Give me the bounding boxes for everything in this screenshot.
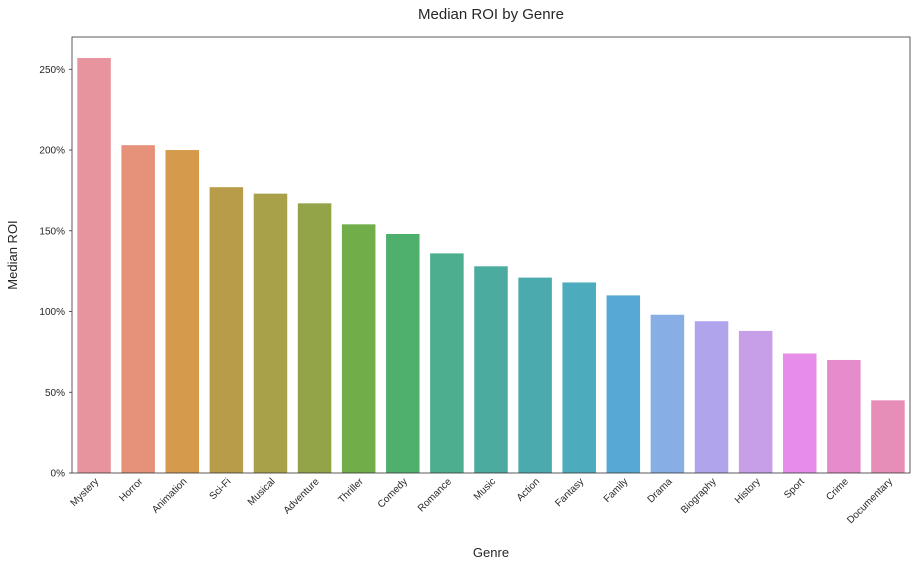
x-axis-ticks: Mystery Horror Animation Sci-Fi Musical Adven… [69, 476, 895, 526]
x-tick-label: Sci-Fi [208, 476, 234, 502]
x-tick-label: Fantasy [553, 476, 586, 509]
x-axis-label: Genre [473, 545, 509, 560]
x-tick-label: Horror [117, 476, 145, 504]
x-tick-label: Thriller [336, 476, 366, 506]
bar-horror [121, 145, 155, 473]
y-tick-label: 200% [39, 146, 65, 157]
bar-family [606, 295, 641, 473]
y-tick-label: 50% [45, 388, 65, 399]
bar-animation [165, 150, 200, 474]
x-tick-label: Animation [150, 476, 189, 515]
bar-music [474, 266, 508, 473]
x-tick-label: Action [515, 476, 542, 503]
bar-musical [253, 193, 288, 473]
x-tick-label: Crime [824, 476, 851, 503]
bars-group [77, 57, 905, 474]
x-tick-label: Drama [646, 476, 675, 505]
x-tick-label: Musical [246, 476, 278, 508]
bar-crime [827, 359, 861, 473]
x-tick-label: Romance [416, 476, 454, 514]
y-axis-ticks: 0% 50% 100% 150% 200% 250% [39, 65, 72, 480]
x-tick-label: History [733, 476, 763, 506]
x-tick-label: Mystery [69, 476, 102, 509]
x-tick-label: Adventure [282, 476, 322, 516]
bar-history [738, 330, 773, 473]
y-tick-label: 0% [51, 469, 66, 480]
bar-action [518, 277, 552, 473]
bar-fantasy [562, 282, 596, 473]
plot-frame [71, 36, 911, 474]
bar-adventure [297, 203, 332, 473]
bar-comedy [386, 234, 420, 473]
x-tick-label: Documentary [845, 476, 895, 526]
y-tick-label: 150% [39, 226, 65, 237]
bar-sport [782, 353, 817, 473]
x-tick-label: Biography [679, 476, 719, 516]
y-axis-label: Median ROI [5, 220, 20, 289]
bar-mystery [77, 57, 111, 474]
x-tick-label: Family [602, 476, 631, 505]
bar-sci-fi [209, 187, 244, 473]
y-tick-label: 100% [39, 307, 65, 318]
y-tick-label: 250% [39, 65, 65, 76]
bar-documentary [871, 400, 905, 473]
bar-thriller [341, 224, 376, 473]
bar-romance [430, 253, 464, 473]
x-tick-label: Music [472, 476, 498, 502]
bar-drama [650, 314, 685, 473]
bar-biography [694, 321, 729, 473]
chart-title: Median ROI by Genre [418, 6, 564, 23]
x-tick-label: Comedy [376, 476, 410, 510]
x-tick-label: Sport [782, 476, 807, 501]
